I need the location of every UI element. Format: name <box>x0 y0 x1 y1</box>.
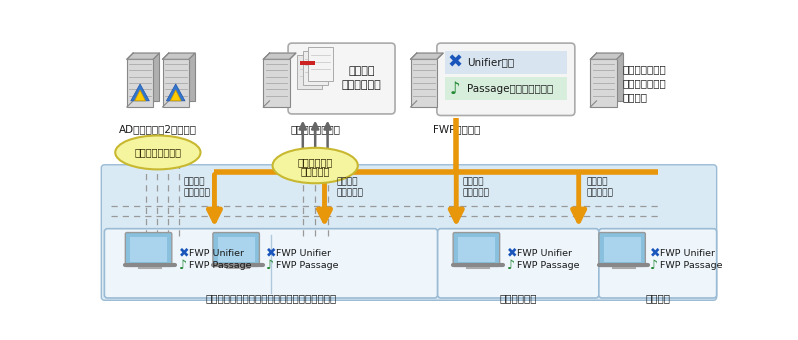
FancyBboxPatch shape <box>133 53 160 101</box>
FancyBboxPatch shape <box>300 61 315 65</box>
Text: ドメインログオン: ドメインログオン <box>134 148 181 157</box>
Polygon shape <box>167 84 185 101</box>
Text: ♪: ♪ <box>449 80 460 98</box>
FancyBboxPatch shape <box>288 43 395 114</box>
Text: ウイルス対策／
グループウェア
サーバー: ウイルス対策／ グループウェア サーバー <box>622 64 666 102</box>
FancyBboxPatch shape <box>417 53 443 101</box>
FancyBboxPatch shape <box>444 77 567 100</box>
FancyBboxPatch shape <box>453 233 500 267</box>
Text: ✖: ✖ <box>447 53 462 71</box>
FancyBboxPatch shape <box>168 53 195 101</box>
Text: プロファイル: プロファイル <box>298 157 333 167</box>
Polygon shape <box>163 53 195 59</box>
Polygon shape <box>127 53 160 59</box>
Text: FWP Passage: FWP Passage <box>516 261 579 270</box>
Polygon shape <box>131 84 149 101</box>
Text: FWP Unifier: FWP Unifier <box>660 249 715 258</box>
Text: ✖: ✖ <box>650 247 661 260</box>
Text: ✖: ✖ <box>267 247 277 260</box>
Polygon shape <box>170 90 181 101</box>
FancyBboxPatch shape <box>101 165 717 300</box>
Text: FWP Passage: FWP Passage <box>189 261 251 270</box>
Text: ♪: ♪ <box>267 259 275 272</box>
Text: ユーザー
プロファイル: ユーザー プロファイル <box>342 66 381 90</box>
FancyBboxPatch shape <box>458 237 495 262</box>
FancyBboxPatch shape <box>270 53 296 101</box>
FancyBboxPatch shape <box>437 43 575 116</box>
Text: FWP Unifier: FWP Unifier <box>276 249 331 258</box>
Text: FWP Unifier: FWP Unifier <box>189 249 244 258</box>
Text: 参照・更新: 参照・更新 <box>301 166 330 176</box>
FancyBboxPatch shape <box>603 237 641 262</box>
FancyBboxPatch shape <box>597 53 623 101</box>
Text: FWP Passage: FWP Passage <box>660 261 722 270</box>
Polygon shape <box>263 53 296 59</box>
FancyBboxPatch shape <box>163 59 189 107</box>
FancyBboxPatch shape <box>218 237 255 262</box>
FancyBboxPatch shape <box>263 59 290 107</box>
Text: パッチ／
ソフト配布: パッチ／ ソフト配布 <box>184 177 211 197</box>
FancyBboxPatch shape <box>302 51 328 85</box>
Text: 匝瑳市横芝光町消防組合消防本部・匝瑳消防署: 匝瑳市横芝光町消防組合消防本部・匝瑳消防署 <box>205 293 337 303</box>
FancyBboxPatch shape <box>213 233 259 267</box>
FancyBboxPatch shape <box>130 237 167 262</box>
Text: Unifier管理: Unifier管理 <box>467 57 514 67</box>
Text: 野栄分署: 野栄分署 <box>646 293 670 303</box>
FancyBboxPatch shape <box>444 51 567 74</box>
Text: 横芝光消防署: 横芝光消防署 <box>500 293 537 303</box>
Text: FWPサーバー: FWPサーバー <box>433 124 480 134</box>
Text: パッチ／
ソフト配布: パッチ／ ソフト配布 <box>336 177 363 197</box>
FancyBboxPatch shape <box>591 59 617 107</box>
Text: ファイルサーバー: ファイルサーバー <box>290 124 340 134</box>
Text: パッチ／
ソフト配布: パッチ／ ソフト配布 <box>463 177 489 197</box>
Text: ✖: ✖ <box>507 247 517 260</box>
Polygon shape <box>410 53 443 59</box>
Polygon shape <box>135 90 145 101</box>
Text: ✖: ✖ <box>179 247 189 260</box>
FancyBboxPatch shape <box>308 47 333 81</box>
Text: FWP Unifier: FWP Unifier <box>516 249 571 258</box>
Text: パッチ／
ソフト配布: パッチ／ ソフト配布 <box>587 177 614 197</box>
Text: ♪: ♪ <box>179 259 187 272</box>
Text: ♪: ♪ <box>650 259 658 272</box>
FancyBboxPatch shape <box>437 229 598 298</box>
FancyBboxPatch shape <box>127 59 153 107</box>
Text: ♪: ♪ <box>507 259 515 272</box>
Ellipse shape <box>273 148 358 183</box>
FancyBboxPatch shape <box>105 229 437 298</box>
Polygon shape <box>591 53 623 59</box>
FancyBboxPatch shape <box>410 59 437 107</box>
FancyBboxPatch shape <box>598 233 646 267</box>
FancyBboxPatch shape <box>125 233 172 267</box>
FancyBboxPatch shape <box>298 55 322 88</box>
Text: Passageライセンス管理: Passageライセンス管理 <box>467 84 553 94</box>
Text: FWP Passage: FWP Passage <box>276 261 339 270</box>
Ellipse shape <box>115 136 200 169</box>
FancyBboxPatch shape <box>598 229 717 298</box>
Text: ADサーバー（2台構成）: ADサーバー（2台構成） <box>119 124 197 134</box>
